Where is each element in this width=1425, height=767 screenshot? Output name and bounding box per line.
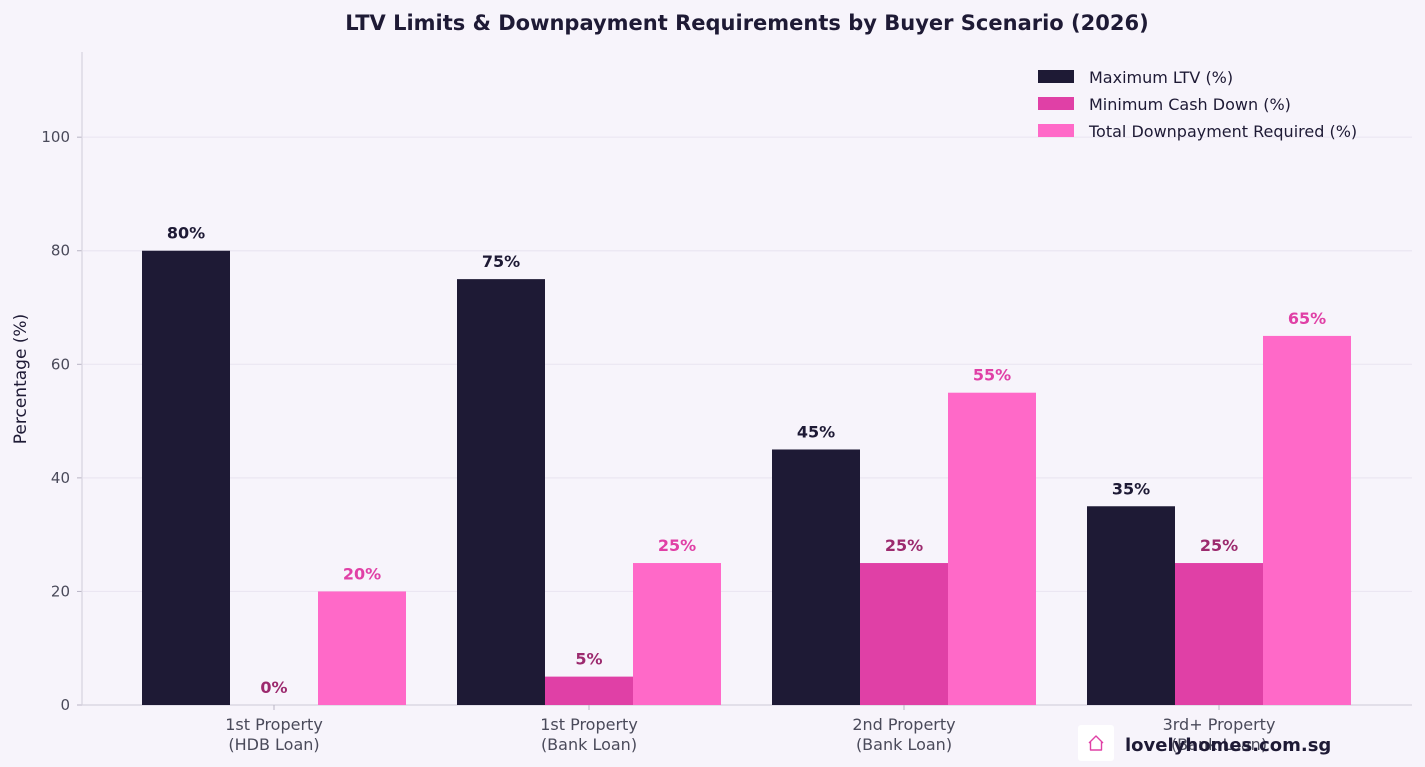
data-label: 45% bbox=[797, 422, 835, 441]
bars bbox=[142, 250, 1351, 705]
x-tick-label: (HDB Loan) bbox=[228, 735, 319, 754]
data-label: 25% bbox=[658, 536, 696, 555]
x-tick-label: (Bank Loan) bbox=[1171, 735, 1267, 754]
y-axis-label: Percentage (%) bbox=[11, 314, 31, 444]
bar bbox=[318, 591, 406, 705]
y-tick-label: 20 bbox=[51, 582, 70, 600]
legend-swatch bbox=[1038, 124, 1074, 137]
legend-swatch bbox=[1038, 97, 1074, 110]
data-label: 5% bbox=[575, 650, 602, 669]
data-label: 65% bbox=[1288, 309, 1326, 328]
x-tick-label: 2nd Property bbox=[852, 715, 955, 734]
legend-label: Total Downpayment Required (%) bbox=[1088, 122, 1357, 141]
bar bbox=[633, 563, 721, 705]
legend-label: Minimum Cash Down (%) bbox=[1089, 95, 1291, 114]
data-label: 0% bbox=[260, 678, 287, 697]
data-label: 55% bbox=[973, 366, 1011, 385]
x-tick-label: (Bank Loan) bbox=[541, 735, 637, 754]
bar bbox=[860, 563, 948, 705]
y-tick-label: 80 bbox=[51, 242, 70, 260]
legend-swatch bbox=[1038, 70, 1074, 83]
x-tick-label: 1st Property bbox=[225, 715, 323, 734]
y-tick-label: 60 bbox=[51, 355, 70, 373]
watermark: lovelyhomes.com.sg bbox=[1078, 725, 1331, 761]
y-tick-label: 40 bbox=[51, 469, 70, 487]
bar bbox=[1175, 563, 1263, 705]
bar bbox=[948, 392, 1036, 705]
legend: Maximum LTV (%) Minimum Cash Down (%) Tota… bbox=[1038, 68, 1357, 141]
data-label: 35% bbox=[1112, 479, 1150, 498]
grid-lines bbox=[83, 136, 1412, 593]
house-icon bbox=[1088, 735, 1104, 751]
data-label: 25% bbox=[1200, 536, 1238, 555]
legend-label: Maximum LTV (%) bbox=[1089, 68, 1233, 87]
bar bbox=[1263, 335, 1351, 705]
value-labels: 80% 0% 20% 75% 5% 25% 45% 25% 55% 35% 25% 65% bbox=[167, 224, 1326, 697]
y-tick-label: 0 bbox=[60, 696, 70, 714]
bar bbox=[1087, 506, 1175, 705]
chart-title: LTV Limits & Downpayment Requirements by… bbox=[345, 11, 1148, 35]
data-label: 25% bbox=[885, 536, 923, 555]
data-label: 75% bbox=[482, 252, 520, 271]
bar bbox=[457, 279, 545, 705]
data-label: 80% bbox=[167, 224, 205, 243]
watermark-icon-box bbox=[1078, 725, 1114, 761]
x-tick-label: 1st Property bbox=[540, 715, 638, 734]
x-tick-label: 3rd+ Property bbox=[1163, 715, 1276, 734]
bar bbox=[772, 449, 860, 705]
data-label: 20% bbox=[343, 564, 381, 583]
x-tick-label: (Bank Loan) bbox=[856, 735, 952, 754]
bar bbox=[142, 250, 230, 705]
bar bbox=[545, 676, 633, 705]
watermark-text: lovelyhomes.com.sg bbox=[1125, 735, 1331, 756]
y-tick-label: 100 bbox=[41, 128, 70, 146]
